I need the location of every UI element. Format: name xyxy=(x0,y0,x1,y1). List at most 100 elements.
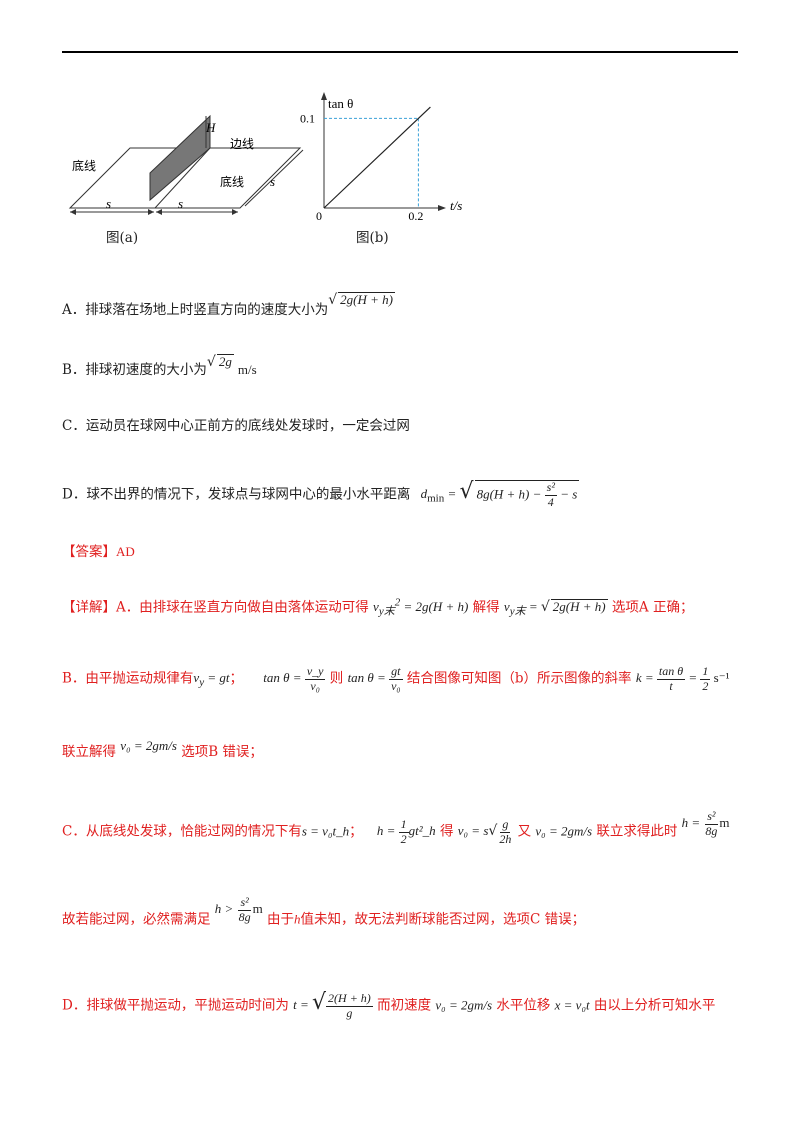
detail-d-v0: v₀ = 2gm/s xyxy=(435,997,493,1013)
detail-b2: 联立解得 v₀ = 2gm/s 选项B 错误； xyxy=(62,739,263,760)
detail-b-then: 则 xyxy=(329,670,344,687)
option-d-text: D．球不出界的情况下，发球点与球网中心的最小水平距离 xyxy=(62,486,411,503)
option-d-frac-den: 4 xyxy=(547,494,554,509)
option-c: C．运动员在球网中心正前方的底线处发球时，一定会过网 xyxy=(62,418,410,434)
detail-label: 【详解】 xyxy=(62,599,116,616)
detail-d-den: g xyxy=(346,1005,353,1020)
option-d-sub: min xyxy=(427,492,445,505)
detail-c-eq1: s = v₀t_h xyxy=(301,823,350,839)
detail-c-sep: ； xyxy=(349,823,363,840)
detail-c-half-den: 2 xyxy=(400,831,407,846)
detail-a-text3: 选项A 正确； xyxy=(611,599,694,616)
answer-value: AD xyxy=(116,544,135,559)
detail-b-frac2-den: v₀ xyxy=(391,678,401,693)
label-s-right: s xyxy=(178,196,183,211)
answer-label: 【答案】 xyxy=(62,544,116,560)
detail-c2-m: m xyxy=(252,901,263,917)
detail-b-text1: B．由平抛运动规律有 xyxy=(62,670,194,687)
detail-b-frac1-num: v_y xyxy=(304,664,326,680)
label-s-left: s xyxy=(106,196,111,211)
detail-c: C．从底线处发球，恰能过网的情况下有s = v₀t_h； h = 1 2 gt²_h… xyxy=(62,809,730,846)
option-b: B．排球初速度的大小为√ 2gm/s xyxy=(62,354,257,378)
detail-d: D．排球做平抛运动，平抛运动时间为 t = √ 2(H + h) g 而初速度 v₀… xyxy=(62,990,716,1020)
x-axis-label: t/s xyxy=(450,198,462,213)
option-a: A．排球落在场地上时竖直方向的速度大小为√ 2g(H + h) xyxy=(62,292,395,318)
label-baseline-right: 底线 xyxy=(220,174,244,189)
detail-c2-text1: 故若能过网，必然需满足 xyxy=(62,911,211,928)
detail-b-eq1-sub: y xyxy=(199,676,205,689)
detail-d-t: t = xyxy=(293,997,309,1013)
figure-a-court-diagram: H 底线 底线 边线 s s s xyxy=(68,114,304,215)
option-d-frac-num: s² xyxy=(544,480,557,496)
detail-c-h2: h = xyxy=(681,815,701,831)
detail-c-text2: 联立求得此时 xyxy=(596,823,678,840)
detail-b-eq1-rhs: = gt xyxy=(207,670,230,686)
option-b-text: B．排球初速度的大小为 xyxy=(62,362,207,378)
series-line xyxy=(323,106,431,209)
detail-c2-den: 8g xyxy=(238,909,251,924)
detail-b-tan2: tan θ = xyxy=(347,670,386,686)
detail-d-text4: 由以上分析可知水平 xyxy=(593,997,716,1014)
detail-b-kfrac-den: t xyxy=(669,678,673,693)
detail-d-text3: 水平位移 xyxy=(496,997,551,1014)
answer: 【答案】AD xyxy=(62,545,135,560)
detail-b-text2: 结合图像可知图（b）所示图像的斜率 xyxy=(406,670,632,687)
detail-b-tan1: tan θ = xyxy=(263,670,302,686)
detail-d-text1: D．排球做平抛运动，平抛运动时间为 xyxy=(62,997,289,1014)
header-rule xyxy=(62,51,738,53)
label-H: H xyxy=(205,120,216,135)
detail-c2-text3: 值未知，故无法判断球能否过网，选项C 错误； xyxy=(300,911,586,928)
y-tick-label: 0.1 xyxy=(300,111,315,125)
detail-c-h: h = xyxy=(376,823,396,839)
option-d-body: 8g(H + h) − xyxy=(476,486,542,502)
detail-a-eq1: = 2g(H + h) xyxy=(403,599,469,615)
option-a-math: 2g(H + h) xyxy=(338,292,395,307)
detail-b-unit: s⁻¹ xyxy=(713,670,730,686)
detail-c2-h: h xyxy=(294,911,301,927)
figure-b-chart: tan θ t/s 0 0.1 0.2 xyxy=(300,92,462,223)
detail-c2-num: s² xyxy=(238,895,251,911)
detail-c2-text2: 由于 xyxy=(267,911,294,928)
detail-b-kfrac-num: tan θ xyxy=(656,664,686,680)
label-sideline: 边线 xyxy=(230,137,254,151)
label-baseline-left: 底线 xyxy=(72,158,96,173)
option-b-unit: m/s xyxy=(237,362,257,377)
option-d-tail: − s xyxy=(560,486,578,502)
detail-c2: 故若能过网，必然需满足 h > s² 8g m 由于h值未知，故无法判断球能否过网，… xyxy=(62,895,586,935)
detail-c-v0: v₀ = s xyxy=(457,823,489,839)
detail-c-v0b: v₀ = 2gm/s xyxy=(535,823,593,839)
detail-a: 【详解】A．由排球在竖直方向做自由落体运动可得 vy末2 = 2g(H + h)… xyxy=(62,597,694,618)
detail-b-frac2-num: gt xyxy=(389,664,403,680)
figure-b-caption: 图(b) xyxy=(356,230,389,246)
detail-b-half-num: 1 xyxy=(700,664,711,680)
detail-a-eq2: 2g(H + h) xyxy=(550,599,608,615)
option-b-math: 2g xyxy=(216,354,234,369)
detail-b: B．由平抛运动规律有vy = gt； tan θ = v_y v₀ 则 tan θ… xyxy=(62,664,730,694)
detail-b-k: k = xyxy=(635,670,654,686)
detail-c-text1: C．从底线处发球，恰能过网的情况下有 xyxy=(62,823,302,840)
detail-c-h2-den: 8g xyxy=(705,823,718,838)
detail-b-sep: ； xyxy=(229,670,243,687)
detail-b-eq: = xyxy=(688,670,698,686)
figure-a-caption: 图(a) xyxy=(106,230,139,246)
detail-d-text2: 而初速度 xyxy=(377,997,432,1014)
option-d: D．球不出界的情况下，发球点与球网中心的最小水平距离 dmin = √ 8g(H … xyxy=(62,479,580,509)
detail-b2-text1: 联立解得 xyxy=(62,744,116,760)
label-s-side: s xyxy=(270,174,275,189)
option-a-text: A．排球落在场地上时竖直方向的速度大小为 xyxy=(62,302,329,318)
detail-b-half-den: 2 xyxy=(702,678,709,693)
detail-c-sqrt-num: g xyxy=(500,817,511,833)
detail-c2-ineq: h > xyxy=(214,901,234,917)
detail-c-sqrt-den: 2h xyxy=(499,831,512,846)
detail-c-gt: gt²_h xyxy=(408,823,436,839)
x-tick-label: 0.2 xyxy=(408,209,423,223)
detail-c-m: m xyxy=(719,815,730,831)
origin-label: 0 xyxy=(316,209,322,223)
option-d-lhs: d xyxy=(420,486,428,502)
detail-d-x: x = v₀t xyxy=(554,997,590,1013)
y-axis-label: tan θ xyxy=(328,96,353,111)
detail-a-text2: 解得 xyxy=(472,599,500,616)
detail-d-num: 2(H + h) xyxy=(326,991,373,1007)
detail-b2-eq: v₀ = 2gm/s xyxy=(120,738,177,753)
detail-b-eq1: v xyxy=(193,670,200,686)
